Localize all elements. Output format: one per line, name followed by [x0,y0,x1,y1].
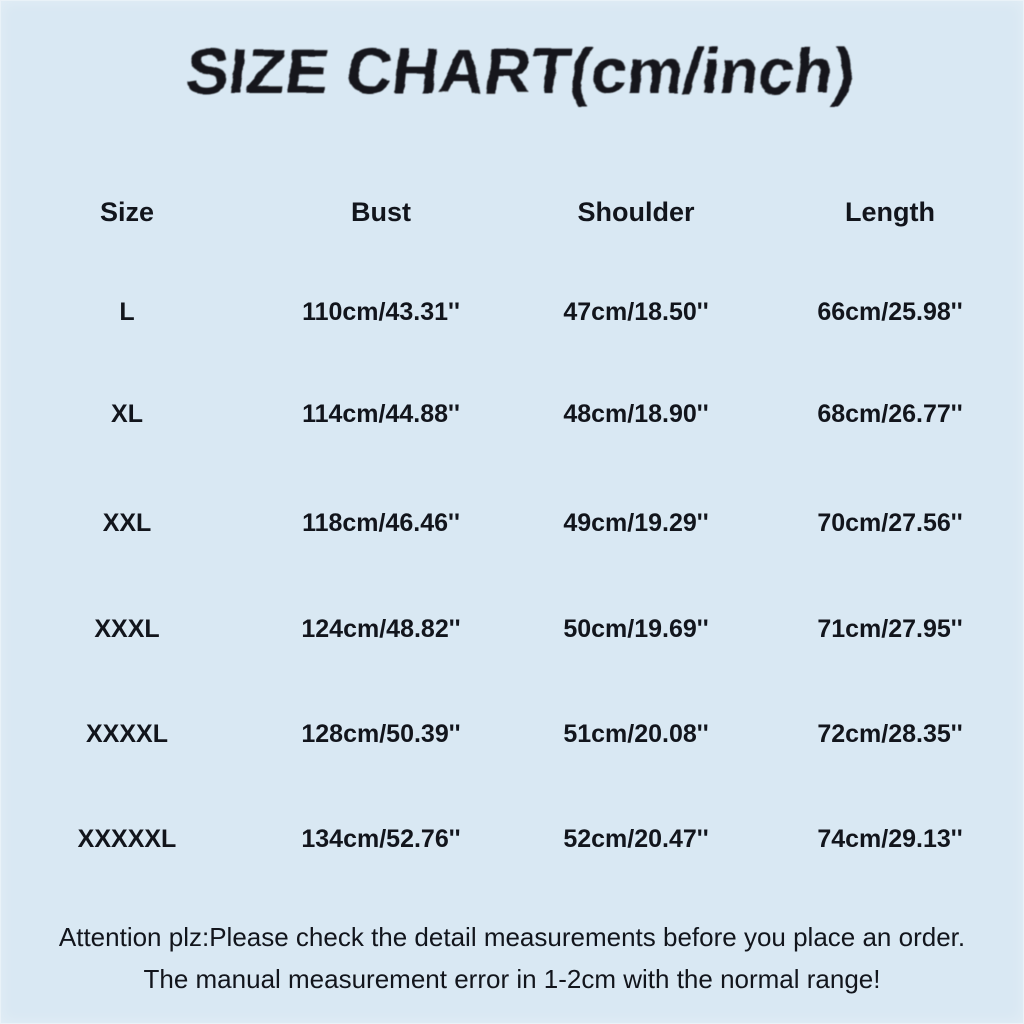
svg-text:SIZE CHART(cm/inch): SIZE CHART(cm/inch) [183,35,859,107]
